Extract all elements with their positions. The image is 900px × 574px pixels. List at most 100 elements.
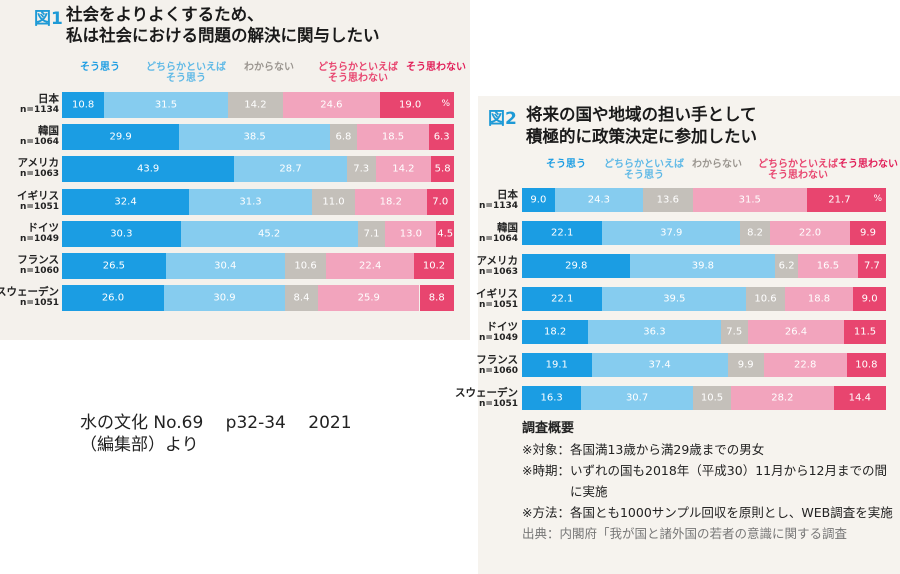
bar-segment-unknown: 7.5: [720, 320, 748, 344]
legend-item: わからない: [244, 62, 294, 73]
data-label: 45.2: [258, 228, 281, 240]
row-label: ドイツ n=1049: [479, 322, 518, 344]
data-label: 22.0: [798, 227, 822, 239]
sample-size: n=1060: [479, 366, 518, 376]
survey-overview: 調査概要 ※対象： 各国満13歳から満29歳までの男女 ※時期： いずれの国も2…: [522, 418, 894, 544]
data-label: 4.5: [437, 228, 454, 240]
stacked-bar: 26.0 30.9 8.4 25.9 8.8: [62, 285, 454, 312]
row-label: 韓国 n=1064: [20, 126, 59, 148]
bar-segment-disagree: 24.6: [283, 92, 380, 118]
data-label: 16.5: [816, 260, 840, 272]
data-label: 11.0: [322, 196, 345, 208]
bar-segment-unknown: 14.2: [227, 92, 284, 118]
bar-segment-strong-disagree: 5.8: [431, 156, 454, 183]
data-label: 43.9: [136, 163, 160, 175]
bar-segment-agree: 28.7: [234, 156, 347, 183]
country-name: イギリス: [17, 189, 59, 202]
country-name: フランス: [17, 254, 59, 266]
data-label: 28.7: [279, 163, 302, 175]
data-label: 38.5: [243, 131, 266, 143]
data-label: 11.5: [853, 326, 877, 338]
data-label: 13.0: [399, 228, 423, 240]
country-name: アメリカ: [476, 255, 518, 267]
bar-segment-strong-agree: 19.1: [522, 353, 592, 377]
bar-segment-disagree: 18.8: [784, 287, 854, 311]
country-name: フランス: [476, 354, 518, 366]
bar-segment-strong-agree: 9.0: [522, 188, 555, 212]
bar-segment-strong-disagree: 7.7: [857, 254, 886, 278]
stacked-bar: 29.8 39.8 6.2 16.5 7.7: [522, 254, 886, 278]
bar-segment-agree: 37.9: [602, 221, 741, 245]
row-label: 韓国 n=1064: [479, 223, 518, 245]
data-label: 8.4: [293, 292, 310, 304]
bar-segment-unknown: 10.6: [746, 287, 785, 311]
bar-segment-disagree: 14.2: [375, 156, 432, 183]
sample-size: n=1051: [479, 399, 518, 409]
data-label: 22.8: [794, 359, 817, 371]
data-label: 39.8: [691, 260, 715, 272]
stacked-bar: 30.3 45.2 7.1 13.0 4.5: [62, 220, 454, 247]
data-label: 26.4: [784, 326, 808, 338]
country-name: アメリカ: [17, 157, 59, 170]
data-label: 39.5: [663, 293, 686, 305]
bar-segment-disagree: 26.4: [747, 320, 845, 344]
data-label: 7.3: [353, 163, 370, 175]
data-label: 18.8: [807, 293, 831, 305]
bar-segment-disagree: 25.9: [317, 285, 420, 312]
bar-segment-unknown: 8.4: [285, 285, 318, 312]
bar-segment-disagree: 13.0: [385, 220, 437, 247]
bar-segment-unknown: 8.2: [740, 221, 770, 245]
bar-segment-disagree: 16.5: [797, 254, 858, 278]
row-label: スウェーデン n=1051: [455, 388, 518, 410]
bar-segment-strong-agree: 29.8: [522, 254, 631, 278]
data-label: 8.8: [428, 292, 445, 304]
data-label: 18.2: [544, 326, 567, 338]
row-label: イギリス n=1051: [476, 289, 518, 311]
legend-item: そう思わない: [406, 62, 466, 73]
bar-segment-strong-disagree: 6.3: [429, 124, 454, 151]
row-label: フランス n=1060: [17, 255, 59, 277]
bar-segment-strong-agree: 43.9: [62, 156, 235, 183]
bar-segment-unknown: 10.5: [692, 386, 732, 410]
data-label: 6.8: [335, 131, 352, 143]
sample-size: n=1051: [479, 300, 518, 310]
bar-segment-disagree: 28.2: [731, 386, 834, 410]
data-label: 29.9: [109, 131, 132, 143]
stacked-bar: 43.9 28.7 7.3 14.2 5.8: [62, 156, 454, 183]
bar-segment-strong-disagree: 9.0: [853, 287, 886, 311]
data-label: 10.6: [754, 293, 777, 305]
sample-size: n=1063: [479, 267, 518, 277]
data-label: 19.0: [398, 99, 422, 111]
row-label: 日本 n=1134: [20, 94, 59, 116]
bar-segment-unknown: 10.6: [284, 253, 327, 279]
legend-item: どちらかといえば そう思う: [146, 62, 226, 84]
data-label: 13.6: [656, 194, 679, 206]
legend-item: どちらかといえば そう思わない: [758, 159, 838, 181]
bar-segment-strong-agree: 10.8: [62, 92, 105, 118]
survey-key: ※対象：: [522, 442, 570, 457]
data-label: 30.7: [625, 392, 649, 404]
stacked-bar: 18.2 36.3 7.5 26.4 11.5: [522, 320, 886, 344]
sample-size: n=1049: [479, 333, 518, 343]
data-label: 22.1: [551, 293, 574, 305]
legend-item: どちらかといえば そう思う: [604, 159, 684, 181]
data-label: 32.4: [114, 196, 137, 208]
stacked-bar: 19.1 37.4 9.9 22.8 10.8: [522, 353, 886, 377]
country-name: 韓国: [497, 222, 518, 234]
data-label: 21.7: [828, 194, 851, 206]
bar-segment-disagree: 31.5: [692, 188, 808, 212]
data-label: 9.0: [861, 293, 878, 305]
legend-item: わからない: [692, 159, 742, 170]
data-label: 22.4: [359, 260, 382, 272]
bar-segment-strong-agree: 18.2: [522, 320, 589, 344]
bar-segment-agree: 30.7: [581, 386, 693, 410]
data-label: 6.2: [778, 260, 795, 272]
bar-segment-agree: 39.5: [602, 287, 747, 311]
bar-segment-strong-disagree: 21.7: [807, 188, 886, 212]
data-label: 14.2: [244, 99, 267, 111]
bar-segment-strong-disagree: 7.0: [426, 188, 454, 215]
data-label: 14.2: [392, 163, 415, 175]
country-name: 日本: [38, 93, 59, 105]
bar-segment-strong-disagree: 10.8: [846, 353, 886, 377]
data-label: 9.0: [530, 194, 547, 206]
